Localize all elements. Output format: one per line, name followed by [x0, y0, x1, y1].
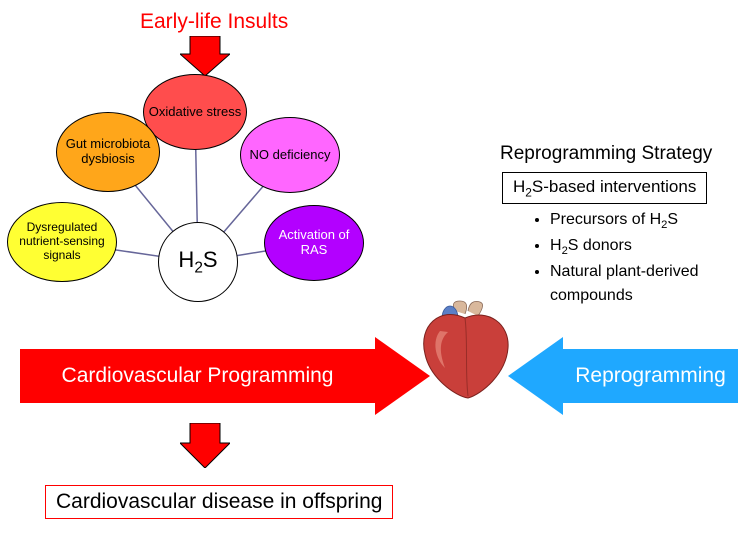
label-oxidative: Oxidative stress: [145, 101, 245, 124]
ellipse-microbiota: Gut microbiota dysbiosis: [56, 112, 160, 192]
ellipse-ras: Activation of RAS: [264, 205, 364, 281]
bullet-donors: H2S donors: [550, 234, 740, 260]
label-microbiota: Gut microbiota dysbiosis: [57, 133, 159, 171]
reprogramming-arrow-label: Reprogramming: [563, 349, 738, 403]
hub-circle: H2S: [158, 222, 238, 302]
hub-label: H2S: [178, 247, 217, 277]
label-no: NO deficiency: [246, 144, 335, 167]
label-nutrient: Dysregulated nutrient-sensing signals: [8, 217, 116, 266]
ellipse-no: NO deficiency: [240, 117, 340, 193]
programming-arrow-label: Cardiovascular Programming: [20, 349, 375, 403]
bullet-precursors: Precursors of H2S: [550, 208, 740, 234]
strategy-title: Reprogramming Strategy: [500, 143, 712, 165]
ellipse-nutrient: Dysregulated nutrient-sensing signals: [7, 202, 117, 282]
bullet-natural: Natural plant-derived compounds: [550, 260, 740, 308]
outcome-box: Cardiovascular disease in offspring: [45, 485, 393, 519]
strategy-box: H2S-based interventions: [502, 172, 707, 204]
mid-down-arrow: [180, 423, 230, 468]
mid-arrow-shape: [180, 423, 230, 468]
heart-icon: [410, 296, 520, 406]
strategy-bullets: Precursors of H2S H2S donors Natural pla…: [520, 208, 740, 308]
strategy-box-label: H2S-based interventions: [513, 177, 696, 196]
label-ras: Activation of RAS: [265, 224, 363, 262]
